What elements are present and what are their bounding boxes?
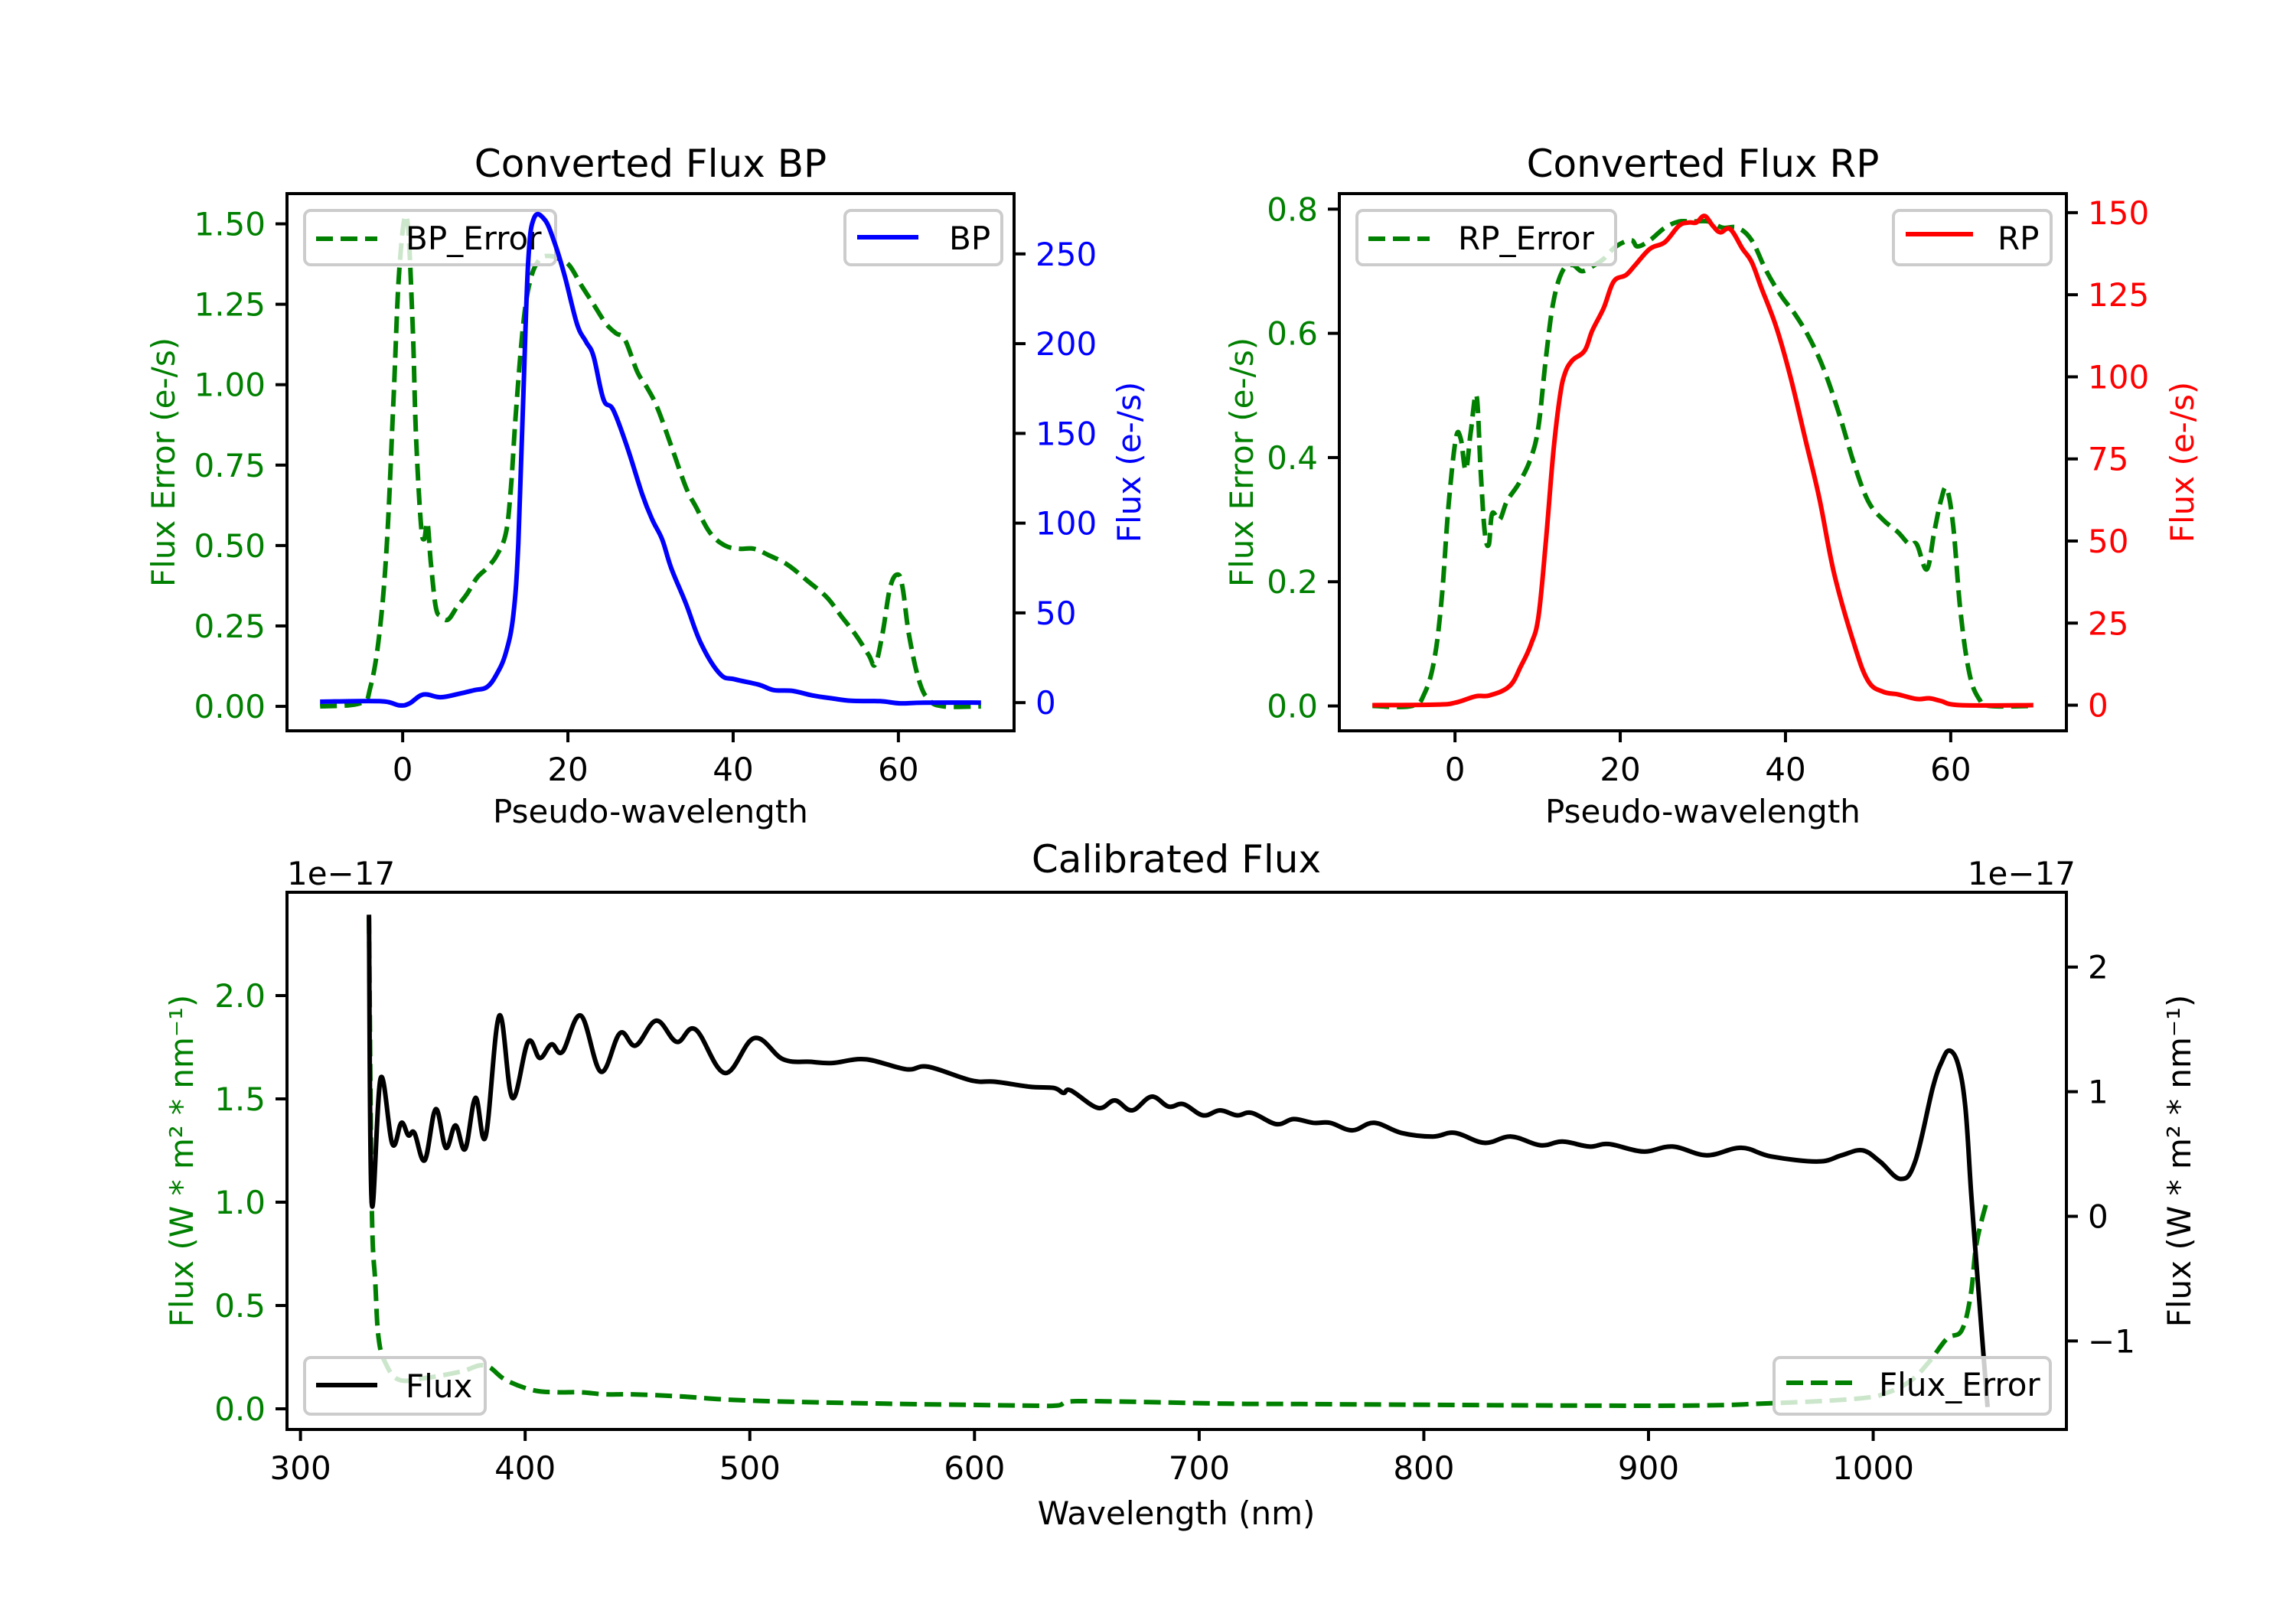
calibrated-ytick-label-right: 0 [2088,1198,2108,1235]
legend-rp-label: RP [1998,220,2040,257]
panel-calibrated-ylabel-right: Flux (W * m² * nm⁻¹) [2161,995,2198,1328]
calibrated-axes-frame [285,891,2068,1431]
rp-ytick-label-left: 0.0 [1267,688,1318,725]
calibrated-xtick-label: 700 [1169,1449,1230,1487]
bp-ytick-label-right: 250 [1035,236,1097,273]
rp-axes-frame [1338,192,2068,732]
bp-ytick-label-right: 100 [1035,505,1097,543]
bp-ytick-label-right: 150 [1035,415,1097,452]
panel-bp-ylabel-left: Flux Error (e-/s) [145,337,182,587]
offset-text-right: 1e−17 [1968,855,2076,892]
panel-bp-xlabel: Pseudo-wavelength [493,793,808,830]
legend-flux-label: Flux [406,1367,472,1405]
rp-ytick-label-right: 25 [2088,605,2128,642]
legend-flux-error: Flux_Error [1773,1356,2052,1416]
bp-ytick-label-left: 0.75 [194,447,266,484]
panel-bp-title: Converted Flux BP [475,142,827,186]
calibrated-right-axis-series [367,914,1990,1407]
series-line-rp-error [1372,218,2033,709]
bp-xtick-label: 20 [547,751,588,788]
calibrated-ytick-label-right: 2 [2088,949,2108,986]
calibrated-xtick-label: 1000 [1832,1449,1914,1487]
rp-ytick-label-left: 0.8 [1267,191,1318,228]
panel-rp-ylabel-right: Flux (e-/s) [2164,382,2201,543]
calibrated-xtick-label: 900 [1618,1449,1679,1487]
offset-text-left: 1e−17 [287,855,395,892]
panel-rp-title: Converted Flux RP [1527,142,1880,186]
rp-left-axis-series [1372,218,2033,709]
rp-ytick-label-left: 0.4 [1267,439,1318,477]
series-line-bp [320,211,981,708]
rp-series-group: RP_Error RP [1355,209,2053,709]
panel-rp: Converted Flux RP Pseudo-wavelength Flux… [1223,142,2201,830]
rp-xtick-label: 20 [1600,751,1640,788]
legend-bp: BP [843,209,1003,266]
bp-xtick-label: 40 [713,751,753,788]
legend-flux-error-label: Flux_Error [1879,1366,2040,1403]
legend-bp-error: BP_Error [303,209,557,266]
panel-rp-ylabel-left: Flux Error (e-/s) [1223,337,1261,587]
series-line-flux [367,914,1990,1407]
bp-ytick-label-left: 0.50 [194,527,266,565]
series-line-rp [1372,214,2033,708]
panel-calibrated-xlabel: Wavelength (nm) [1038,1495,1316,1532]
panel-calibrated: Calibrated Flux 1e−17 1e−17 Wavelength (… [163,837,2198,1532]
bp-series-group: BP_Error BP [303,209,1003,709]
legend-bp-label: BP [949,220,990,257]
rp-ytick-label-left: 0.2 [1267,563,1318,601]
panel-rp-xlabel: Pseudo-wavelength [1545,793,1861,830]
rp-right-axis-series [1372,214,2033,708]
calibrated-xtick-label: 300 [270,1449,331,1487]
bp-ytick-label-right: 200 [1035,325,1097,363]
legend-flux: Flux [303,1356,487,1416]
calibrated-xtick-label: 600 [944,1449,1005,1487]
series-line-bp-error [319,213,981,709]
bp-ytick-label-left: 0.00 [194,688,266,725]
calibrated-xtick-label: 400 [494,1449,556,1487]
bp-xtick-label: 0 [393,751,413,788]
bp-axes-frame [285,192,1016,732]
rp-ytick-label-right: 125 [2088,276,2149,314]
bp-ytick-label-right: 0 [1035,684,1056,722]
legend-rp-error: RP_Error [1355,209,1617,266]
rp-xtick-label: 0 [1445,751,1466,788]
calibrated-series-group: Flux Flux_Error [303,914,2052,1416]
calibrated-xtick-label: 800 [1393,1449,1454,1487]
bp-left-axis-series [319,213,981,709]
bp-ytick-label-left: 1.00 [194,367,266,404]
rp-xtick-label: 60 [1930,751,1971,788]
bp-ytick-label-left: 0.25 [194,608,266,645]
legend-bp-error-label: BP_Error [406,220,542,257]
bp-ytick-label-left: 1.50 [194,206,266,243]
rp-ytick-label-right: 0 [2088,687,2108,725]
rp-ytick-label-right: 150 [2088,194,2149,232]
calibrated-ytick-label-left: 1.5 [214,1081,266,1118]
calibrated-ytick-label-left: 0.5 [214,1287,266,1325]
panel-bp: Converted Flux BP Pseudo-wavelength Flux… [145,142,1148,830]
rp-xtick-label: 40 [1765,751,1805,788]
calibrated-ytick-label-left: 2.0 [214,977,266,1015]
rp-ytick-label-right: 50 [2088,523,2128,560]
bp-right-axis-series [320,211,981,708]
calibrated-ytick-label-left: 0.0 [214,1390,266,1428]
rp-ytick-label-right: 100 [2088,358,2149,396]
calibrated-xtick-label: 500 [719,1449,781,1487]
bp-ytick-label-right: 50 [1035,595,1076,632]
panel-bp-ylabel-right: Flux (e-/s) [1110,382,1148,543]
panel-calibrated-ylabel-left: Flux (W * m² * nm⁻¹) [163,995,201,1328]
calibrated-ytick-label-right: −1 [2088,1322,2135,1360]
legend-rp: RP [1892,209,2053,266]
rp-ytick-label-left: 0.6 [1267,315,1318,353]
rp-ytick-label-right: 75 [2088,441,2128,478]
calibrated-ytick-label-right: 1 [2088,1074,2108,1111]
calibrated-ytick-label-left: 1.0 [214,1184,266,1221]
bp-ytick-label-left: 1.25 [194,286,266,324]
panel-calibrated-title: Calibrated Flux [1032,837,1321,882]
bp-xtick-label: 60 [878,751,918,788]
legend-rp-error-label: RP_Error [1458,220,1595,257]
